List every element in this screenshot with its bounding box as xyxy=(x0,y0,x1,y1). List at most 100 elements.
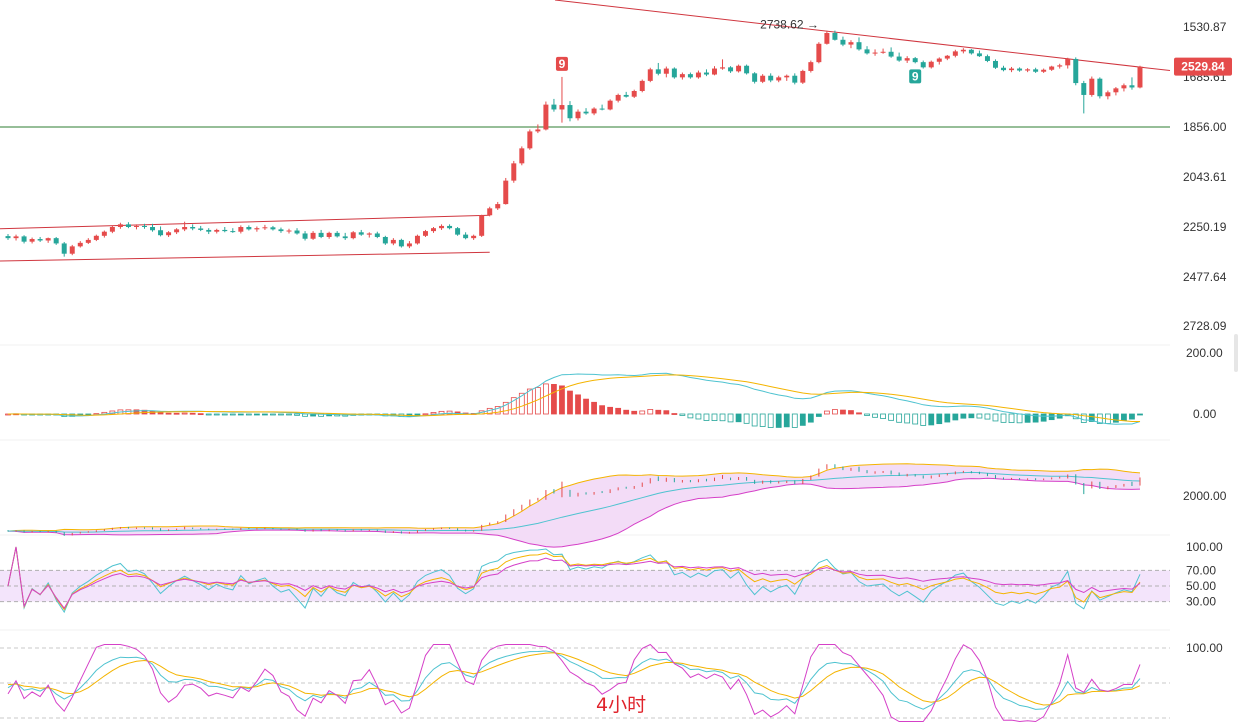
candle-body xyxy=(29,239,35,242)
candle-body xyxy=(952,51,958,56)
candle-body xyxy=(856,42,862,50)
price-axis-tick: 2728.09 xyxy=(1183,319,1227,333)
channel-upper-line xyxy=(0,214,490,230)
macd-histogram-bar xyxy=(799,413,806,426)
candle-body xyxy=(487,208,493,216)
price-axis-tick: 1530.87 xyxy=(1183,20,1227,34)
macd-histogram-bar xyxy=(671,413,678,415)
candle-body xyxy=(703,72,709,75)
macd-histogram-bar xyxy=(711,413,718,421)
candle-body xyxy=(1081,83,1087,95)
macd-histogram-bar xyxy=(510,397,517,415)
candle-body xyxy=(463,234,469,239)
candle-body xyxy=(406,243,412,247)
candle-body xyxy=(936,58,942,62)
macd-histogram-bar xyxy=(1080,413,1087,423)
macd-histogram-bar xyxy=(992,413,999,422)
candle-body xyxy=(551,104,557,110)
macd-histogram-bar xyxy=(872,413,878,418)
rsi-axis-tick: 50.00 xyxy=(1186,579,1216,593)
macd-histogram-bar xyxy=(1121,413,1127,421)
candle-body xyxy=(904,58,910,61)
macd-histogram-bar xyxy=(543,383,549,415)
last-price-tag xyxy=(1174,57,1232,76)
macd-histogram-bar xyxy=(278,413,284,416)
macd-histogram-bar xyxy=(727,413,734,423)
macd-histogram-bar xyxy=(237,413,244,416)
macd-dea-line xyxy=(8,374,1140,422)
candle-body xyxy=(254,228,260,230)
candle-body xyxy=(77,242,83,247)
candle-body xyxy=(960,49,966,52)
candle-body xyxy=(1049,66,1055,70)
macd-histogram-bar xyxy=(262,413,268,416)
macd-histogram-bar xyxy=(302,413,308,417)
macd-histogram-bar xyxy=(952,413,959,421)
candle-body xyxy=(374,233,380,237)
candle-body xyxy=(495,204,501,209)
candle-body xyxy=(639,80,645,91)
candle-body xyxy=(768,75,774,81)
macd-histogram-bar xyxy=(494,406,501,415)
candle-body xyxy=(663,68,669,74)
candle-body xyxy=(575,111,581,119)
bands-axis-tick: 2000.00 xyxy=(1183,489,1227,503)
rsi-axis-tick: 100.00 xyxy=(1186,540,1223,554)
candle-body xyxy=(944,55,950,59)
macd-histogram-bar xyxy=(430,412,437,415)
candle-body xyxy=(984,56,990,61)
candle-body xyxy=(920,62,926,68)
candle-body xyxy=(158,230,164,236)
candle-body xyxy=(37,239,43,241)
candle-body xyxy=(992,60,998,68)
candle-body xyxy=(222,229,228,232)
candle-body xyxy=(230,231,236,233)
macd-histogram-bar xyxy=(1032,413,1039,423)
candle-body xyxy=(150,227,156,231)
td-marker-label: 9 xyxy=(912,69,919,83)
macd-histogram-bar xyxy=(567,390,573,415)
macd-histogram-bar xyxy=(735,413,742,423)
rsi-24-line xyxy=(7,546,1141,610)
candle-body xyxy=(720,67,726,69)
candle-body xyxy=(607,100,613,110)
macd-histogram-bar xyxy=(832,409,838,415)
macd-histogram-bar xyxy=(848,410,854,415)
macd-histogram-bar xyxy=(446,410,453,415)
macd-histogram-bar xyxy=(928,413,935,426)
macd-histogram-bar xyxy=(1024,413,1031,423)
macd-histogram-bar xyxy=(663,410,670,415)
candle-body xyxy=(728,67,734,72)
candle-body xyxy=(358,232,364,235)
candle-body xyxy=(912,58,918,63)
macd-histogram-bar xyxy=(679,413,686,416)
candle-body xyxy=(816,43,822,63)
candle-body xyxy=(214,229,220,232)
td-sequential-marker xyxy=(909,69,922,84)
macd-histogram-bar xyxy=(1008,413,1015,424)
macd-histogram-bar xyxy=(189,412,196,415)
macd-histogram-bar xyxy=(960,413,967,419)
candle-body xyxy=(45,238,51,241)
macd-histogram-bar xyxy=(655,409,662,415)
panel-resize-handle[interactable] xyxy=(1234,334,1238,372)
candle-body xyxy=(270,227,276,230)
macd-histogram-bar xyxy=(559,385,565,415)
macd-histogram-bar xyxy=(623,409,630,415)
candle-body xyxy=(631,90,637,97)
macd-histogram-bar xyxy=(920,413,927,426)
candle-body xyxy=(687,74,693,78)
macd-histogram-bar xyxy=(719,413,726,422)
candle-body xyxy=(206,229,212,232)
candle-body xyxy=(832,33,838,40)
candle-body xyxy=(350,232,356,239)
macd-histogram-bar xyxy=(1000,413,1007,423)
macd-histogram-bar xyxy=(221,413,228,416)
rsi-axis-tick: 70.00 xyxy=(1186,563,1216,577)
candle-body xyxy=(190,227,196,229)
macd-histogram-bar xyxy=(133,409,140,415)
candle-body xyxy=(1073,58,1079,84)
price-axis-tick: 2250.19 xyxy=(1183,220,1227,234)
bands-upper-line xyxy=(7,463,1141,532)
